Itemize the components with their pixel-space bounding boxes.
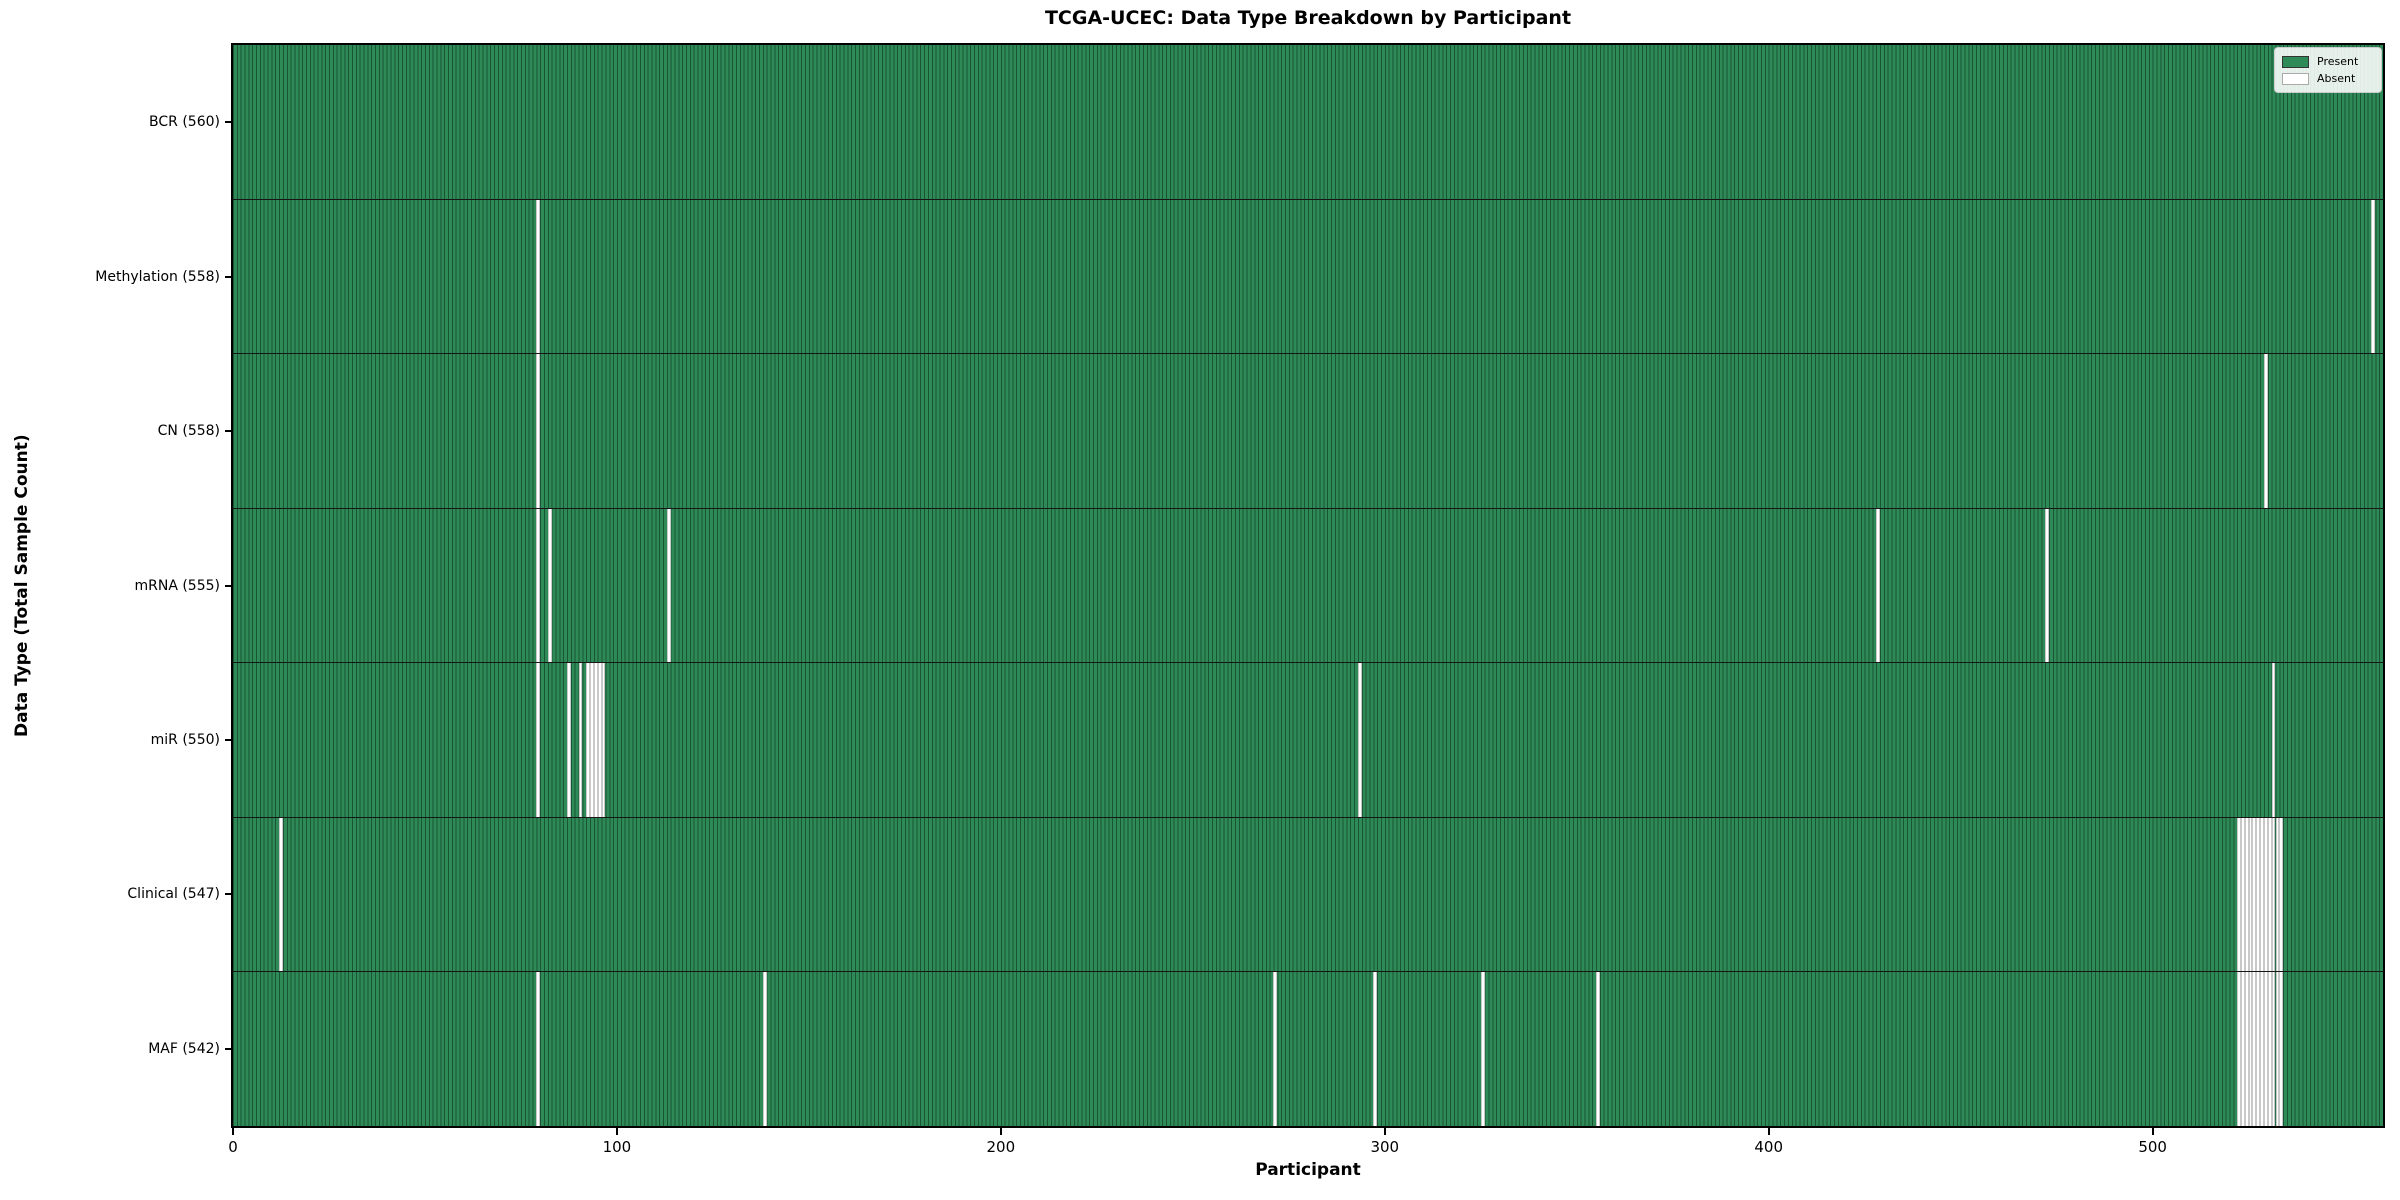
legend-swatch-absent [2282,72,2309,85]
x-tick-mark [615,1128,618,1135]
absent-bar [536,199,541,354]
y-tick-label: Methylation (558) [95,268,220,285]
absent-bar [1373,972,1378,1127]
absent-bar [2267,817,2272,972]
absent-bar [578,663,583,817]
y-tick-label: miR (550) [150,731,220,748]
absent-bar [1357,663,1362,817]
legend: Present Absent [2274,47,2382,93]
absent-bar [1595,972,1600,1127]
absent-bar [1480,972,1485,1127]
absent-bar [2263,972,2268,1127]
absent-bar [2252,972,2257,1127]
plot-area: Present Absent [231,43,2385,1128]
absent-bar [2267,972,2272,1127]
y-tick-mark [225,1047,232,1050]
row-Clinical [233,817,2383,973]
x-tick-mark [232,1128,234,1135]
x-tick-mark [1767,1128,1770,1135]
y-tick-label: MAF (542) [148,1040,220,1057]
absent-bar [2371,199,2376,354]
x-tick-mark [2151,1128,2154,1135]
absent-bar [1273,972,1278,1127]
absent-bar [536,663,541,817]
absent-bar [2256,972,2261,1127]
absent-bar [279,817,283,972]
absent-bar [593,663,598,817]
absent-bar [586,663,591,817]
absent-bar [536,972,541,1127]
legend-label-present: Present [2317,55,2359,68]
absent-bar [2252,817,2257,972]
absent-bar [590,663,594,817]
y-tick-mark [225,584,232,587]
absent-bar [2260,817,2264,972]
absent-bar [2275,972,2280,1127]
absent-bar [536,354,541,508]
y-tick-label: BCR (560) [149,114,220,131]
rows-container [233,45,2383,1127]
x-tick-mark [1383,1128,1386,1135]
absent-bar [601,663,606,817]
x-tick-label: 0 [228,1138,238,1156]
y-tick-mark [225,430,232,433]
x-axis-label: Participant [1255,1160,1361,1180]
absent-bar [2240,972,2245,1127]
absent-bar [2256,817,2261,972]
absent-bar [536,508,541,663]
absent-bar [2271,817,2276,972]
absent-bar [2275,817,2280,972]
absent-bar [2263,354,2268,508]
x-tick-label: 400 [1754,1138,1784,1156]
row-miR [233,663,2383,818]
absent-bar [666,508,671,663]
absent-bar [1876,508,1881,663]
absent-bar [2244,817,2249,972]
absent-bar [547,508,552,663]
x-tick-label: 200 [986,1138,1016,1156]
y-tick-label: mRNA (555) [134,577,220,594]
absent-bar [2271,972,2276,1127]
absent-bar [567,663,571,817]
legend-label-absent: Absent [2317,72,2356,85]
absent-bar [2240,817,2245,972]
y-tick-mark [225,121,232,124]
absent-bar [2248,972,2253,1127]
row-mRNA [233,508,2383,664]
absent-bar [2279,972,2284,1127]
y-tick-mark [225,893,232,896]
absent-bar [762,972,767,1127]
absent-bar [2237,972,2241,1127]
absent-bar [2045,508,2049,663]
x-tick-label: 500 [2138,1138,2167,1156]
absent-bar [2279,817,2284,972]
row-BCR [233,45,2383,200]
absent-bar [2260,972,2264,1127]
absent-bar [2244,972,2249,1127]
absent-bar [2271,663,2276,817]
legend-item-absent: Absent [2282,70,2374,87]
y-tick-mark [225,738,232,741]
row-MAF [233,972,2383,1127]
y-tick-mark [225,275,232,278]
legend-swatch-present [2282,55,2309,68]
y-tick-label: Clinical (547) [127,886,220,903]
chart-title: TCGA-UCEC: Data Type Breakdown by Partic… [1044,7,1572,29]
x-tick-label: 300 [1370,1138,1400,1156]
absent-bar [597,663,602,817]
y-tick-label: CN (558) [157,423,220,440]
absent-bar [2248,817,2253,972]
row-CN [233,354,2383,509]
x-tick-mark [999,1128,1002,1135]
absent-bar [2263,817,2268,972]
x-tick-label: 100 [602,1138,632,1156]
legend-item-present: Present [2282,53,2374,70]
row-Methylation [233,199,2383,355]
absent-bar [2237,817,2241,972]
